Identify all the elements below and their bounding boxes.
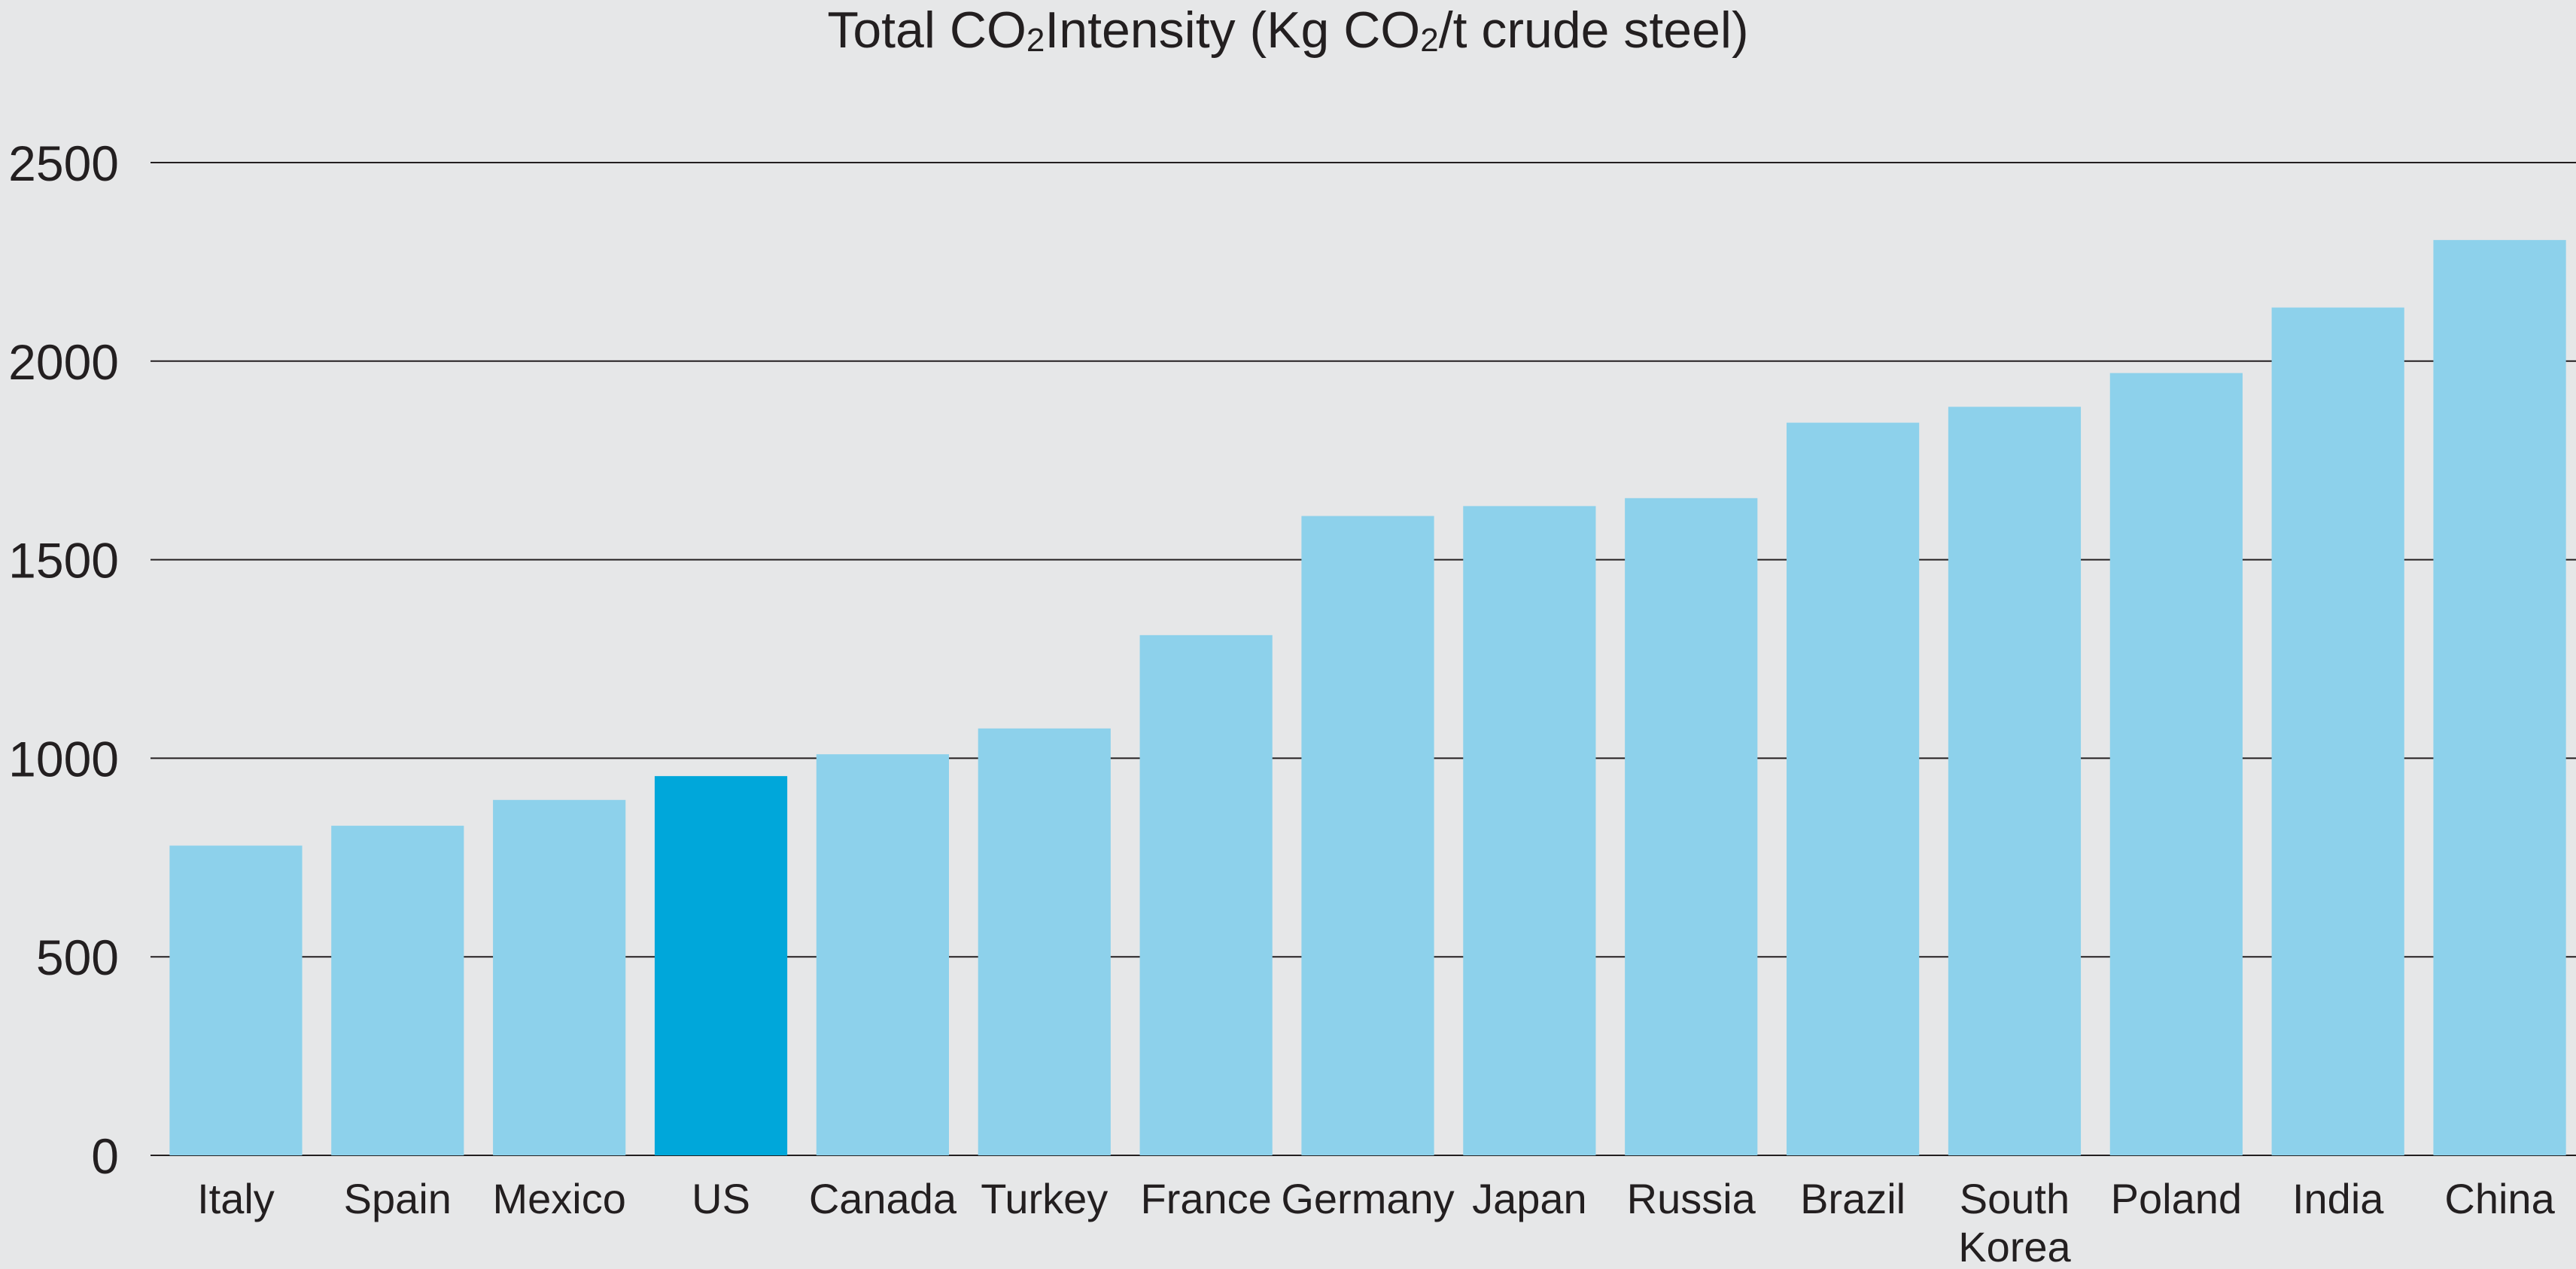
x-axis-labels: Italy Spain Mexico US Canada Turkey France Germ… bbox=[197, 1175, 2555, 1269]
x-tick-label: France bbox=[1140, 1175, 1271, 1222]
x-tick-label: Spain bbox=[344, 1175, 452, 1222]
bar-germany bbox=[1301, 516, 1434, 1155]
x-tick-label: US bbox=[692, 1175, 750, 1222]
x-tick-label: India bbox=[2292, 1175, 2384, 1222]
bar-china bbox=[2433, 239, 2566, 1156]
x-tick-label: Italy bbox=[197, 1175, 275, 1222]
bar-poland bbox=[2109, 373, 2243, 1156]
x-tick-label-line: Brazil bbox=[1800, 1175, 1905, 1222]
bar-us bbox=[654, 776, 788, 1155]
x-tick-label-line: Russia bbox=[1627, 1175, 1756, 1222]
x-tick-label-line: Korea bbox=[1958, 1223, 2071, 1269]
bar-india bbox=[2271, 307, 2404, 1156]
chart-title-part-3: /t crude steel) bbox=[1438, 2, 1749, 59]
chart-title-part-1: Total CO bbox=[827, 2, 1026, 59]
x-tick-label: Canada bbox=[809, 1175, 957, 1222]
chart-title-subscript-2: 2 bbox=[1420, 22, 1439, 59]
y-tick-label: 1000 bbox=[8, 731, 119, 787]
x-tick-label-line: Italy bbox=[197, 1175, 275, 1222]
x-tick-label-line: South bbox=[1960, 1175, 2070, 1222]
x-tick-label-line: Spain bbox=[344, 1175, 452, 1222]
chart-title-part-2: Intensity (Kg CO bbox=[1045, 2, 1421, 59]
bar-canada bbox=[816, 754, 949, 1155]
bar-france bbox=[1139, 634, 1273, 1155]
y-axis-ticks: 0 500 1000 1500 2000 2500 bbox=[8, 135, 119, 1184]
y-tick-label: 0 bbox=[91, 1128, 119, 1184]
x-tick-label-line: US bbox=[692, 1175, 750, 1222]
x-tick-label-line: Mexico bbox=[492, 1175, 625, 1222]
x-tick-label-line: Turkey bbox=[981, 1175, 1108, 1222]
bar-japan bbox=[1463, 506, 1596, 1155]
x-tick-label-line: France bbox=[1140, 1175, 1271, 1222]
x-tick-label-line: Poland bbox=[2111, 1175, 2242, 1222]
x-tick-label: Brazil bbox=[1800, 1175, 1905, 1222]
x-tick-label: Turkey bbox=[981, 1175, 1108, 1222]
x-tick-label: Germany bbox=[1281, 1175, 1454, 1222]
x-tick-label: Mexico bbox=[492, 1175, 625, 1222]
y-tick-label: 1500 bbox=[8, 533, 119, 589]
x-tick-label: China bbox=[2444, 1175, 2555, 1222]
y-tick-label: 500 bbox=[36, 930, 119, 985]
bar-spain bbox=[331, 826, 464, 1155]
x-tick-label: Russia bbox=[1627, 1175, 1756, 1222]
x-tick-label-line: China bbox=[2444, 1175, 2555, 1222]
bar-turkey bbox=[978, 728, 1111, 1155]
x-tick-label: Poland bbox=[2111, 1175, 2242, 1222]
x-tick-label: South Korea bbox=[1958, 1175, 2071, 1269]
bar-brazil bbox=[1787, 422, 1920, 1155]
bar-italy bbox=[169, 845, 303, 1155]
y-tick-label: 2500 bbox=[8, 135, 119, 191]
chart-title: Total CO 2 Intensity (Kg CO 2/t crude stee… bbox=[0, 0, 2576, 60]
chart-title-subscript-1: 2 bbox=[1026, 22, 1045, 59]
x-tick-label: Japan bbox=[1472, 1175, 1587, 1222]
bar-mexico bbox=[493, 799, 626, 1155]
bar-russia bbox=[1625, 498, 1758, 1155]
x-tick-label-line: Japan bbox=[1472, 1175, 1587, 1222]
bar-south-korea bbox=[1948, 406, 2082, 1155]
x-tick-label-line: Canada bbox=[809, 1175, 957, 1222]
bars bbox=[169, 239, 2566, 1156]
y-tick-label: 2000 bbox=[8, 334, 119, 390]
x-tick-label-line: Germany bbox=[1281, 1175, 1454, 1222]
x-tick-label-line: India bbox=[2292, 1175, 2384, 1222]
